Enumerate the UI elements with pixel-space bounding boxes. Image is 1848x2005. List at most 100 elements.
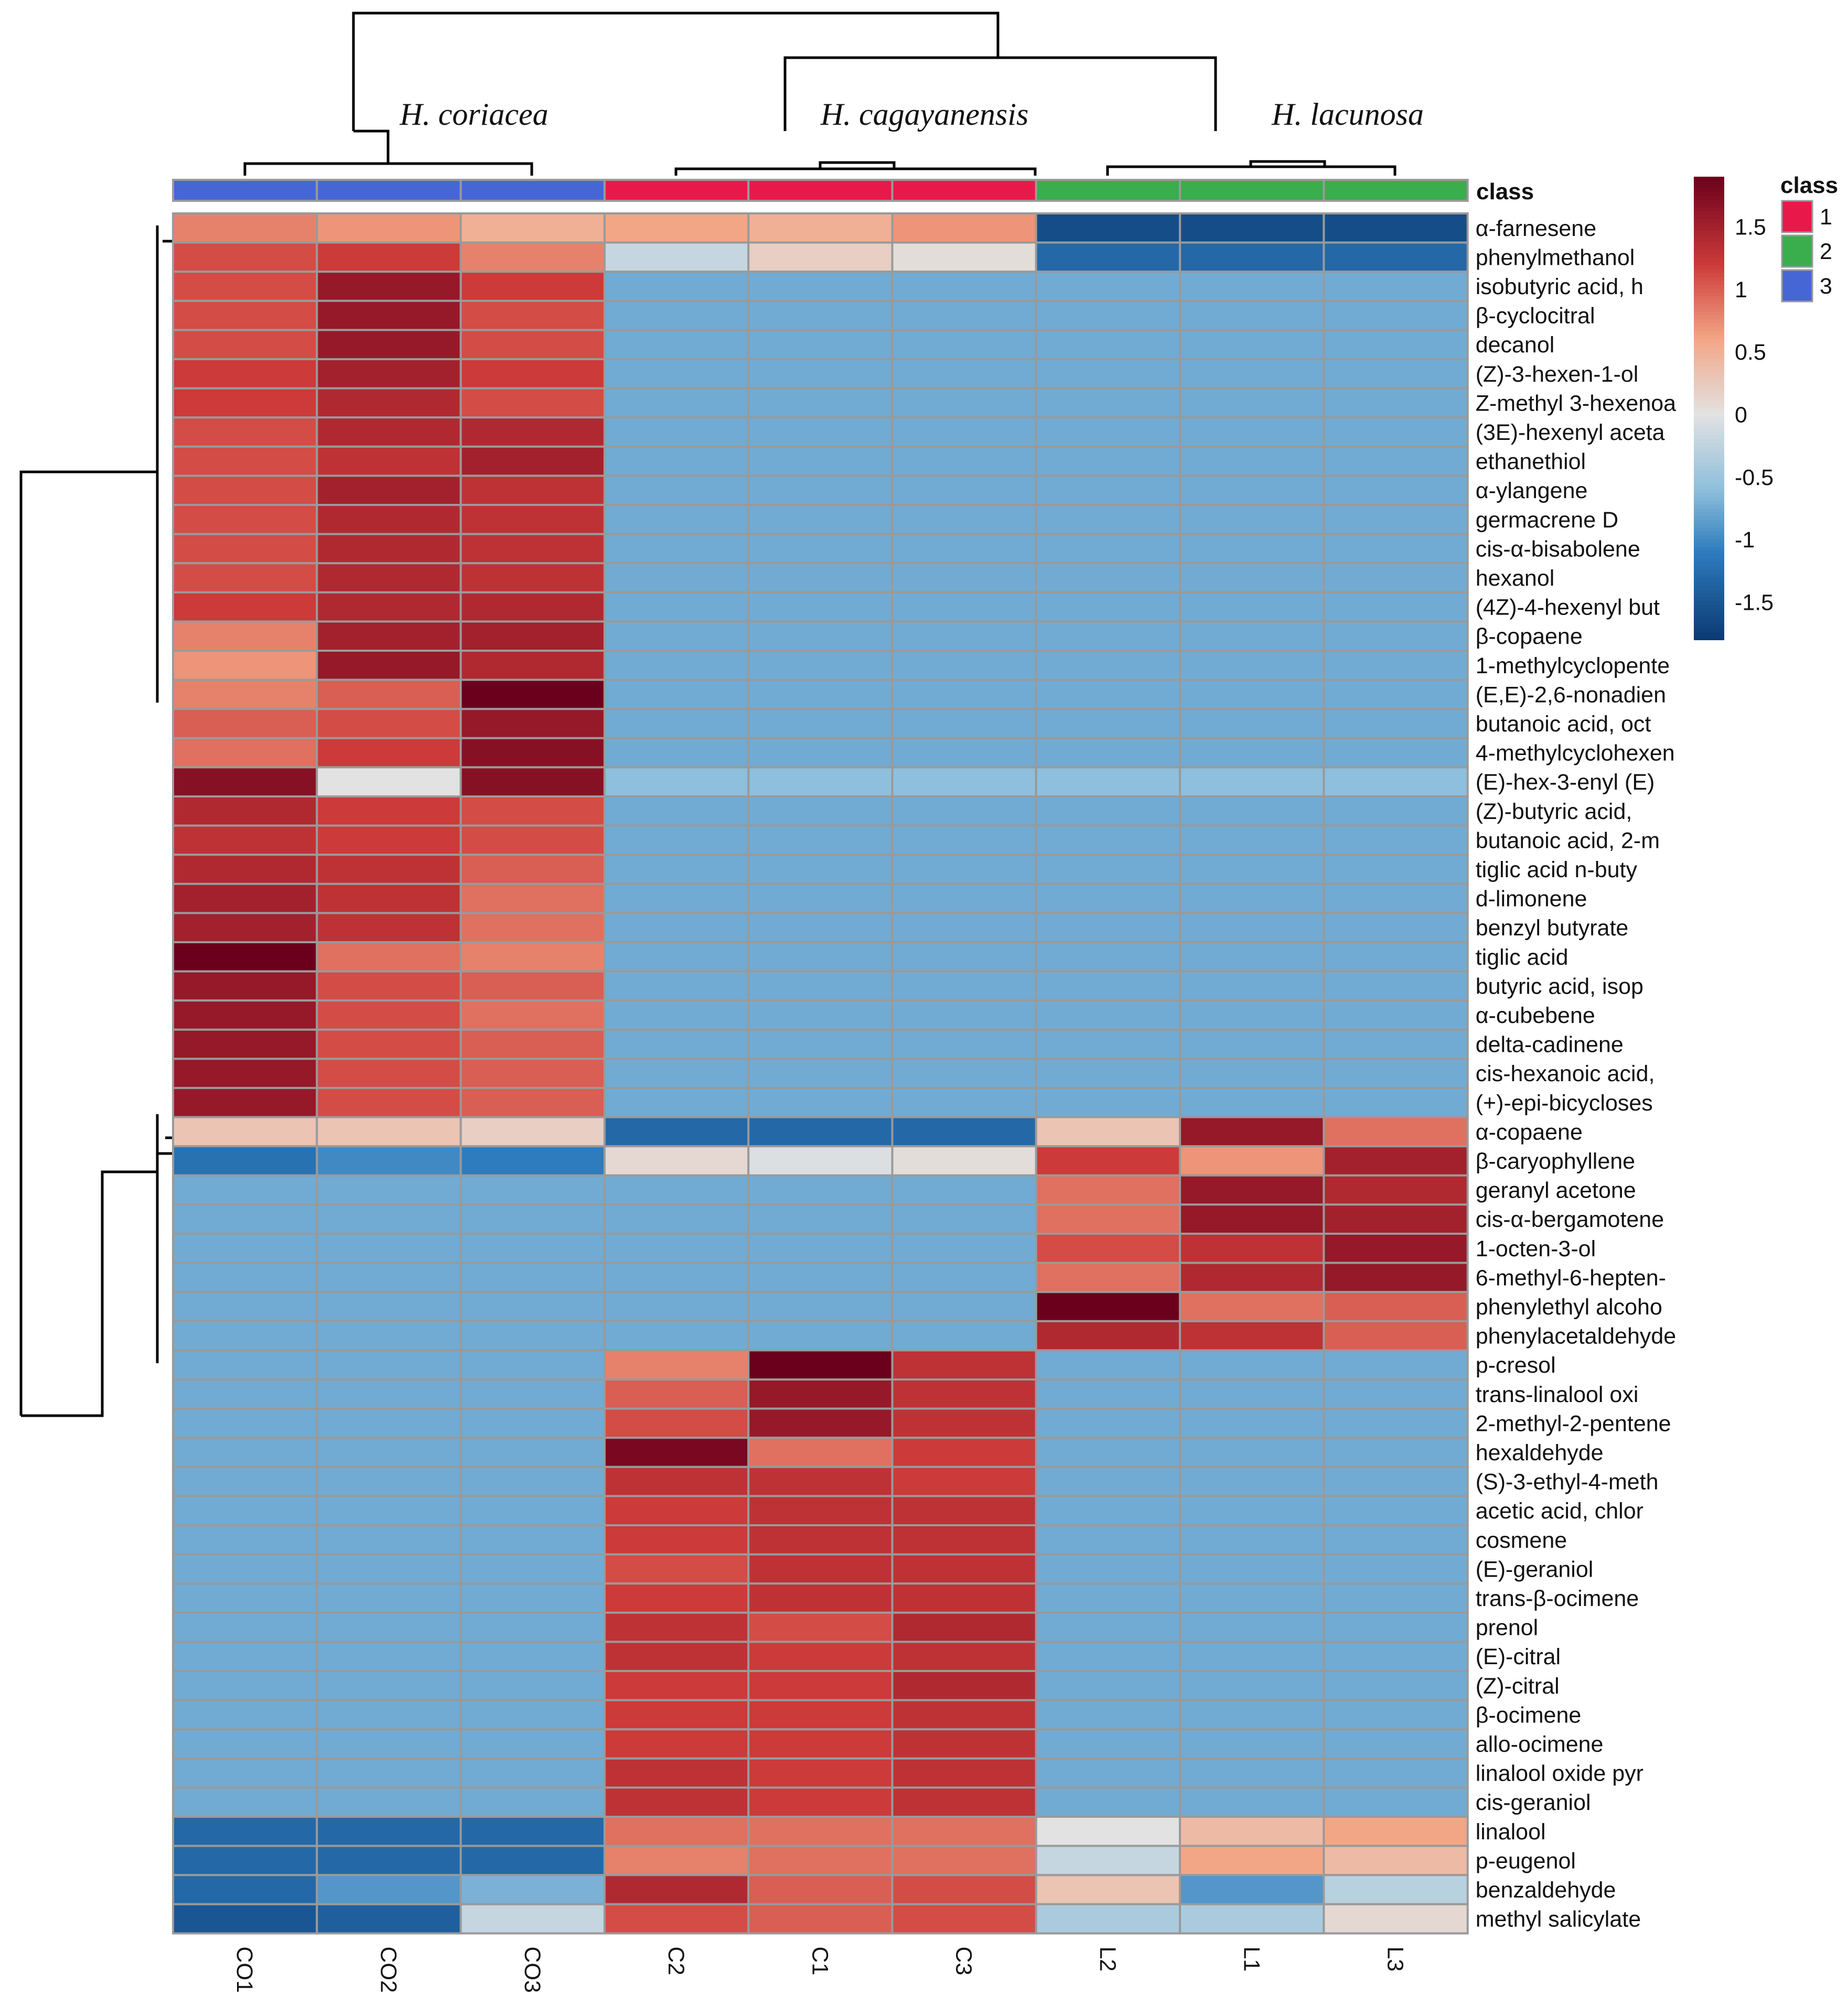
heatmap-cell [891,882,1037,914]
heatmap-cell [891,1320,1037,1352]
species-label: H. lacunosa [1271,97,1424,132]
heatmap-cell [1179,1786,1325,1818]
row-label: trans-β-ocimene [1476,1586,1639,1611]
heatmap-cell [459,1816,606,1847]
heatmap-cell [172,1058,318,1090]
row-label: phenylethyl alcoho [1476,1295,1662,1320]
color-scale-segment [1694,292,1724,297]
heatmap-cell [1179,650,1325,681]
heatmap-cell [1323,1262,1469,1293]
heatmap-cell [747,824,894,856]
heatmap-cell [1179,358,1325,390]
color-scale-segment [1694,219,1724,224]
color-scale-segment [1694,520,1724,525]
color-scale-segment [1694,539,1724,544]
heatmap-cell [316,795,462,827]
heatmap-cell [459,504,606,535]
color-scale-segment [1694,612,1724,617]
heatmap-cell [1323,1903,1469,1935]
heatmap-cell [172,591,318,623]
heatmap-cell [1179,299,1325,331]
color-scale-segment [1694,296,1724,301]
heatmap-cell [603,241,750,273]
heatmap-cell [747,941,894,973]
heatmap-cell [1179,1465,1325,1497]
col-dendro-cagayanensis [674,161,1037,176]
row-label: cis-geraniol [1476,1790,1591,1815]
heatmap-cell [603,1757,750,1789]
heatmap-cell [747,1874,894,1905]
heatmap-cell [891,1174,1037,1206]
heatmap-cell [1323,708,1469,739]
heatmap-cell [316,1874,462,1905]
heatmap-cell [316,1816,462,1847]
heatmap-cell [172,533,318,565]
heatmap-cell [1035,1903,1181,1935]
heatmap-cell [172,824,318,856]
heatmap-cell [1035,1786,1181,1818]
heatmap-cell [1323,737,1469,769]
heatmap-cell [1035,562,1181,594]
color-scale-segment [1694,231,1724,235]
color-scale-segment [1694,493,1724,498]
heatmap-cell [459,416,606,448]
color-scale-segment [1694,203,1724,208]
heatmap-cell [747,533,894,565]
heatmap-cell [1035,504,1181,535]
color-scale-segment [1694,196,1724,201]
row-label: 1-octen-3-ol [1476,1236,1596,1262]
color-scale-segment [1694,616,1724,621]
heatmap-cell [891,1611,1037,1643]
heatmap-cell [316,1786,462,1818]
color-scale-segment [1694,393,1724,397]
row-label: β-copaene [1476,624,1583,649]
heatmap-cell [1179,504,1325,535]
color-scale-segment [1694,200,1724,204]
heatmap-cell [459,1903,606,1935]
heatmap-cell [1323,678,1469,710]
row-label: phenylacetaldehyde [1476,1324,1677,1349]
heatmap-cell [316,1465,462,1497]
heatmap-cell [1035,1874,1181,1905]
heatmap-cell [747,1116,894,1148]
color-scale-segment [1694,439,1724,444]
class-track-cell [1179,179,1325,202]
color-scale-segment [1694,207,1724,212]
heatmap-cell [747,1378,894,1410]
heatmap-cell [891,678,1037,710]
heatmap-cell [747,620,894,652]
color-scale-segment [1694,389,1724,394]
heatmap-cell [1323,1174,1469,1206]
heatmap-cell [1179,271,1325,302]
class-track-cell [747,179,894,202]
heatmap-cell [1323,1145,1469,1177]
heatmap-cell [603,1087,750,1118]
heatmap-cell [747,1553,894,1585]
heatmap-cell [891,329,1037,361]
heatmap-cell [1035,1757,1181,1789]
heatmap-cell [1323,241,1469,273]
heatmap-cell [459,795,606,827]
class-legend: class 1 2 3 [1780,173,1838,303]
color-scale-segment [1694,242,1724,247]
row-label: geranyl acetone [1476,1178,1636,1203]
color-scale-segment [1694,527,1724,532]
heatmap-cell [1323,1553,1469,1585]
heatmap-cell [316,999,462,1031]
heatmap-cell [1179,1611,1325,1643]
class-legend-label: 1 [1820,204,1832,230]
heatmap-cell [172,882,318,914]
species-labels: H. coriacea H. cagayanensis H. lacunosa [399,97,1424,132]
heatmap-cell [1323,620,1469,652]
heatmap-cell [316,1553,462,1585]
heatmap-cell [1179,1087,1325,1118]
heatmap-cell [1323,475,1469,506]
heatmap-cell [172,1786,318,1818]
heatmap-cell [1035,941,1181,973]
heatmap-cell [603,1291,750,1322]
heatmap-cell [316,358,462,390]
heatmap-cell [459,970,606,1002]
row-label: methyl salicylate [1476,1907,1641,1932]
color-scale-segment [1694,281,1724,286]
heatmap-cell [603,1378,750,1410]
